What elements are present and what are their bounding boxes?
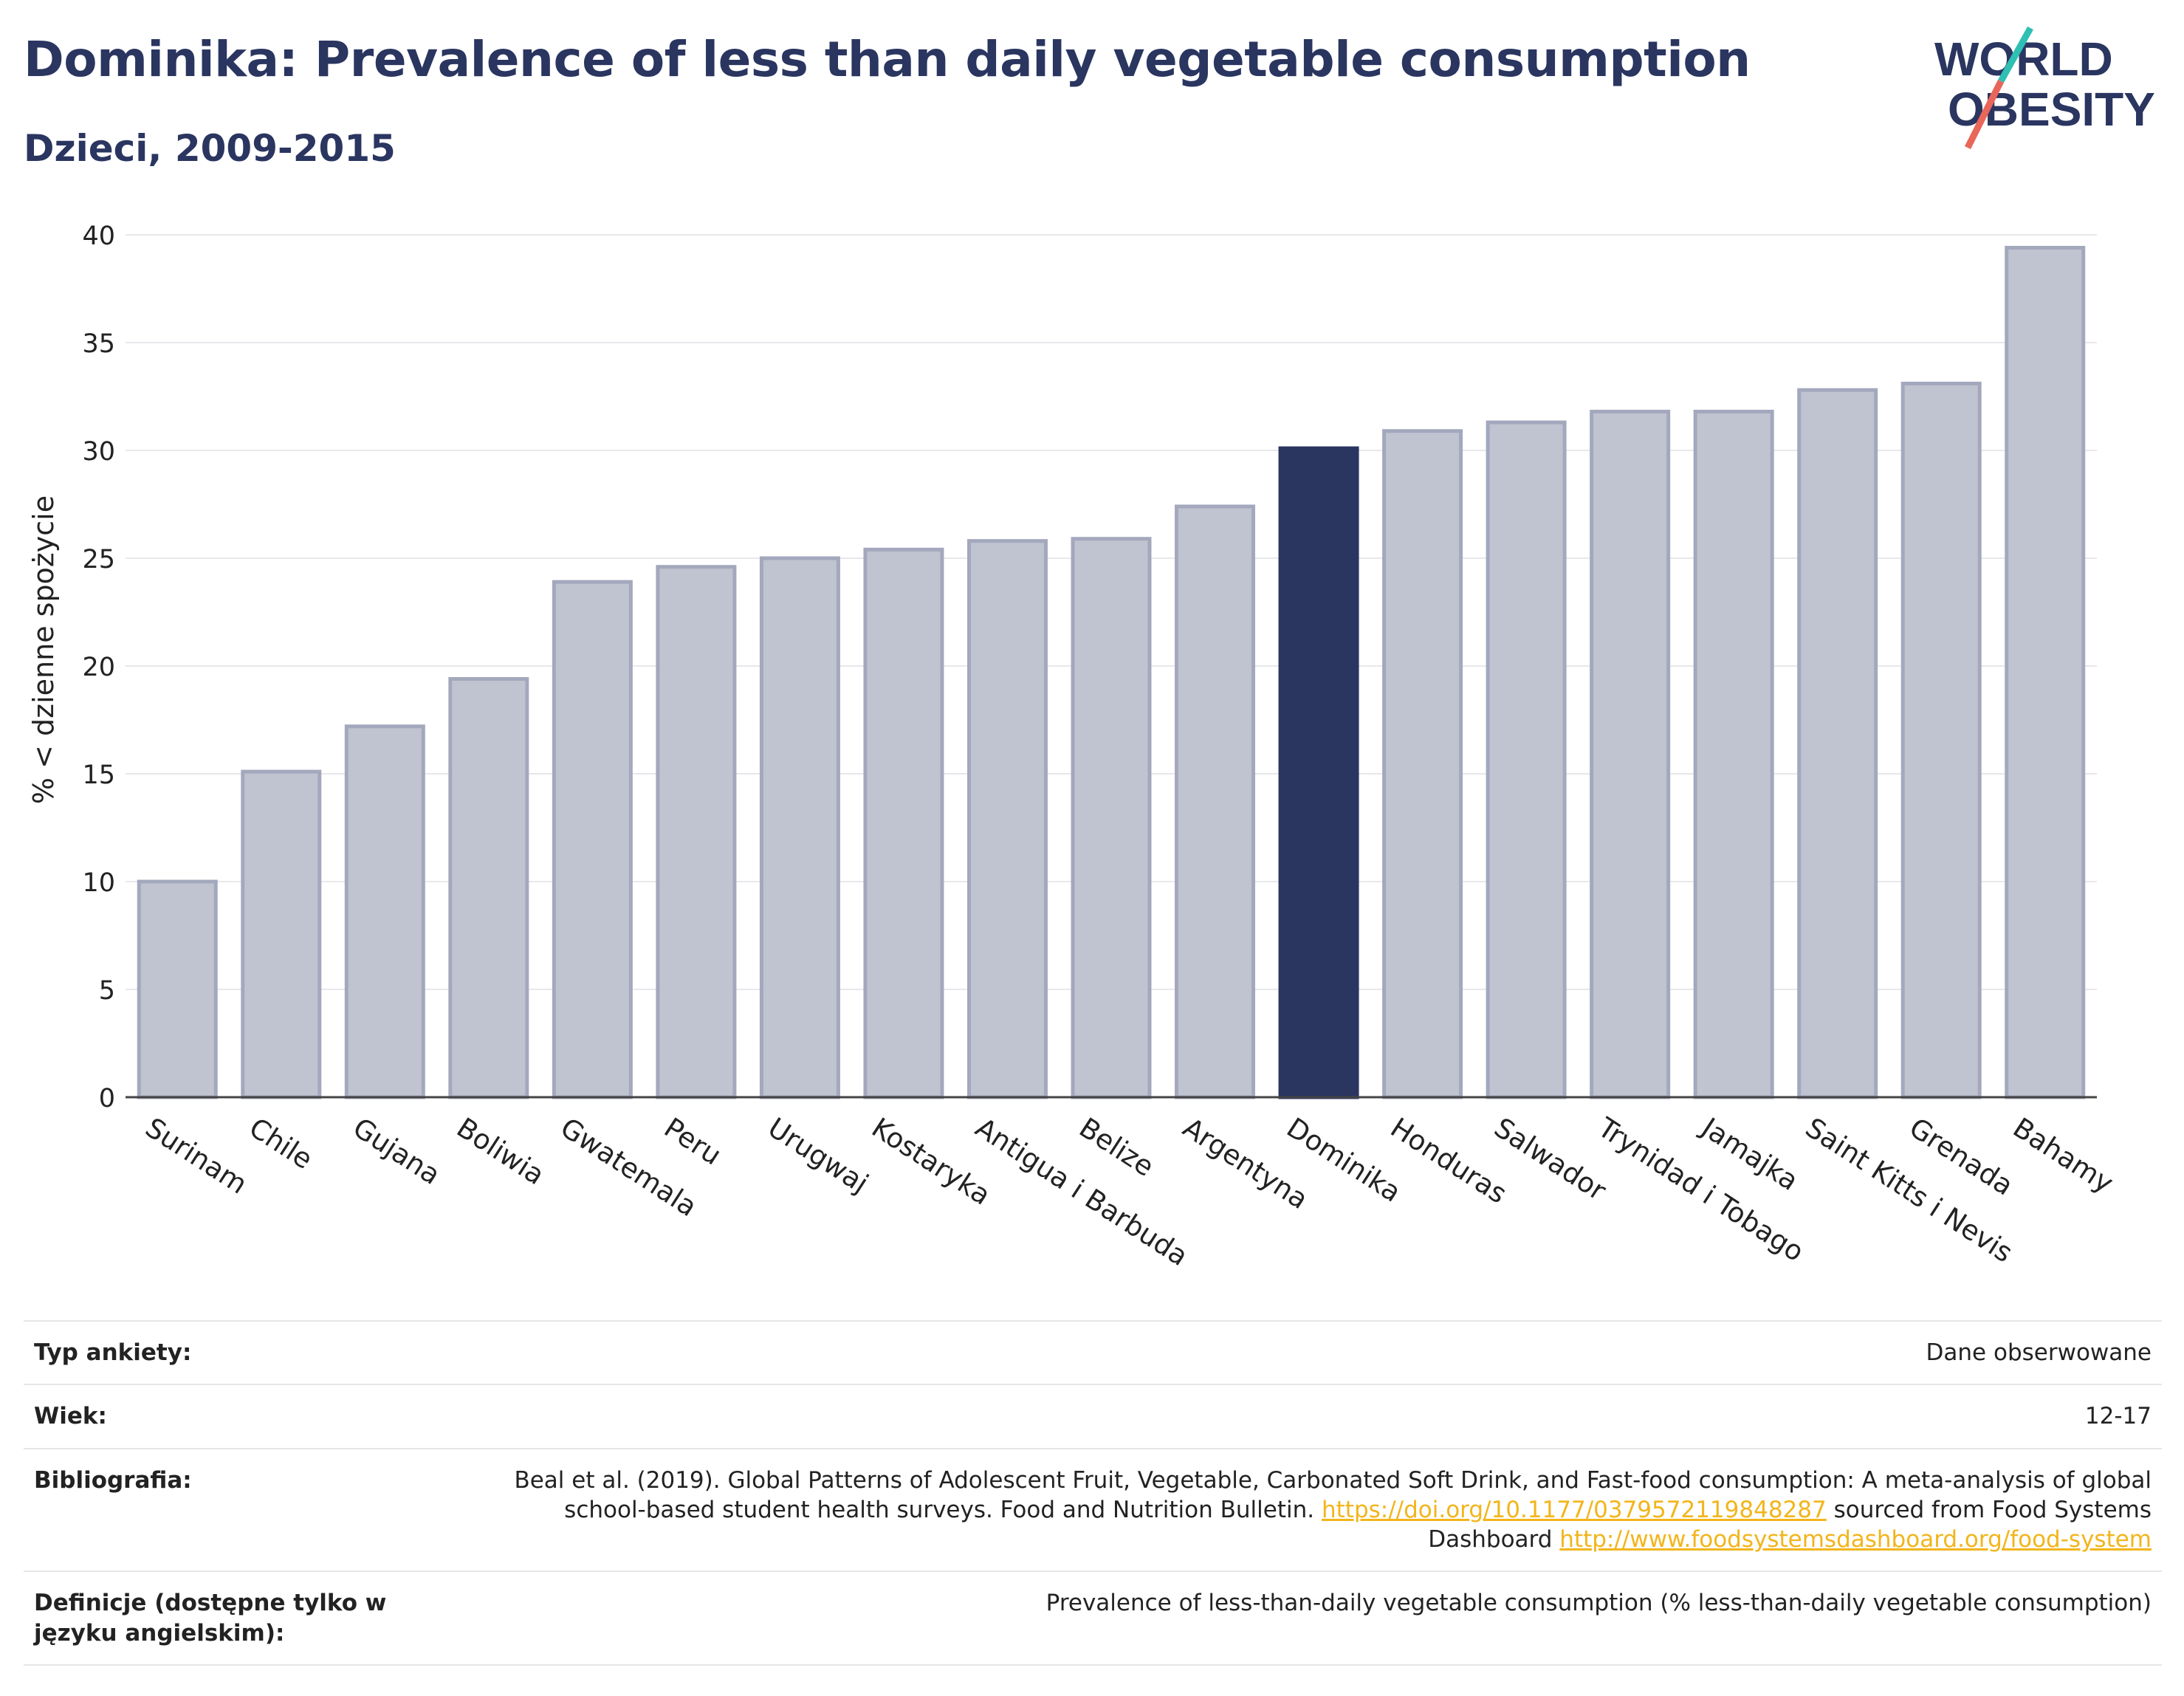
y-tick-label: 5 [99, 976, 115, 1006]
bibliography-text: Beal et al. (2019). Global Patterns of A… [514, 1466, 2152, 1523]
x-tick-label: Honduras [1385, 1111, 1513, 1209]
info-table: Typ ankiety: Dane obserwowane Wiek: 12-1… [24, 1319, 2162, 1666]
x-tick-label: Bahamy [2008, 1111, 2119, 1199]
info-row-age: Wiek: 12-17 [24, 1384, 2162, 1449]
bar-antigua-i-barbuda [966, 539, 1048, 1099]
bar-grenada [1900, 381, 1982, 1099]
logo-slash-bottom [1964, 79, 2005, 150]
info-value: Dane obserwowane [487, 1319, 2162, 1386]
x-tick-label: Boliwia [451, 1111, 550, 1191]
info-value: 12-17 [487, 1384, 2162, 1449]
bar-salwador [1486, 420, 1567, 1099]
bar-urugwaj [759, 556, 840, 1099]
y-tick-label: 35 [82, 329, 115, 359]
info-row-bibliography: Bibliografia: Beal et al. (2019). Global… [24, 1447, 2162, 1573]
bar-bahamy [2005, 246, 2086, 1099]
info-key: Definicje (dostępne tylko w języku angie… [24, 1570, 487, 1666]
chart-subtitle: Dzieci, 2009-2015 [24, 127, 396, 170]
bar-honduras [1382, 429, 1463, 1099]
y-axis-label: % < dzienne spożycie [27, 495, 60, 804]
x-tick-label: Belize [1074, 1111, 1159, 1182]
info-value-bibliography: Beal et al. (2019). Global Patterns of A… [487, 1447, 2162, 1573]
bar-belize [1071, 537, 1152, 1099]
bar-surinam [137, 879, 218, 1099]
doi-link[interactable]: https://doi.org/10.1177/0379572119848287 [1321, 1496, 1827, 1523]
info-key: Typ ankiety: [24, 1319, 487, 1386]
bars [137, 246, 2086, 1099]
y-tick-label: 0 [99, 1084, 115, 1113]
bar-jamajka [1693, 409, 1774, 1099]
bar-dominika [1278, 446, 1359, 1099]
food-systems-dashboard-link[interactable]: http://www.foodsystemsdashboard.org/food… [1559, 1526, 2152, 1553]
x-tick-label: Chile [244, 1111, 318, 1175]
x-tick-label: Gujana [347, 1111, 445, 1191]
bar-chile [241, 769, 322, 1099]
bar-gujana [344, 724, 425, 1099]
bar-peru [656, 565, 737, 1099]
bar-kostaryka [863, 547, 944, 1099]
y-tick-label: 30 [82, 437, 115, 467]
y-tick-label: 25 [82, 545, 115, 574]
bar-boliwia [448, 677, 529, 1099]
x-tick-label: Urugwaj [763, 1111, 874, 1199]
chart-title: Dominika: Prevalence of less than daily … [24, 31, 1751, 88]
y-tick-label: 40 [82, 222, 115, 251]
info-key: Bibliografia: [24, 1447, 487, 1573]
bibliography-source-text: sourced from Food Systems Dashboard [1428, 1496, 2152, 1553]
bar-argentyna [1175, 504, 1256, 1099]
y-tick-label: 20 [82, 653, 115, 682]
x-tick-label: Salwador [1488, 1111, 1612, 1206]
info-row-definitions: Definicje (dostępne tylko w języku angie… [24, 1570, 2162, 1666]
x-tick-label: Peru [659, 1111, 727, 1171]
bar-gwatemala [552, 580, 633, 1099]
y-tick-label: 10 [82, 868, 115, 898]
info-value: Prevalence of less-than-daily vegetable … [487, 1570, 2162, 1666]
y-tick-label: 15 [82, 761, 115, 790]
bar-saint-kitts-i-nevis [1797, 388, 1878, 1099]
info-row-survey-type: Typ ankiety: Dane obserwowane [24, 1319, 2162, 1386]
logo-text-obesity: OBESITY [1948, 83, 2155, 136]
info-key: Wiek: [24, 1384, 487, 1449]
world-obesity-logo: WORLD OBESITY [1934, 26, 2155, 150]
bar-trynidad-i-tobago [1590, 409, 1671, 1099]
logo-slash-top [1998, 26, 2033, 83]
x-tick-label: Surinam [140, 1111, 253, 1200]
